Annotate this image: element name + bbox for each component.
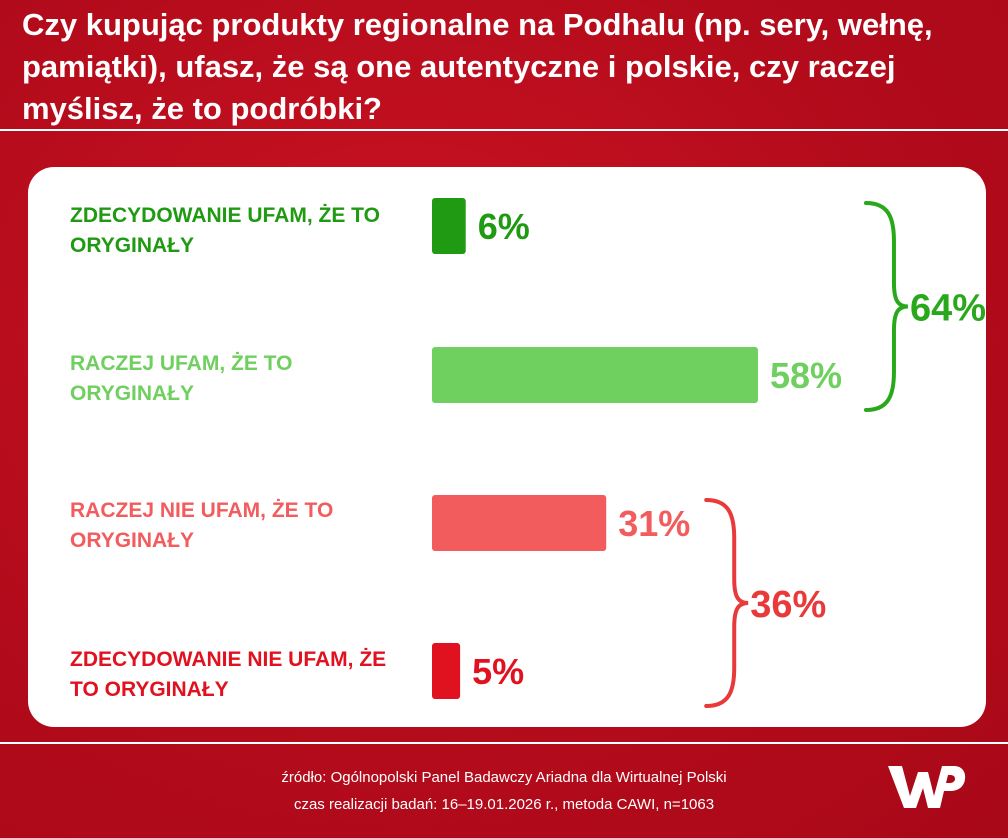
bar-2 <box>432 495 607 551</box>
group-brace-0 <box>863 201 909 412</box>
footer-source: źródło: Ogólnopolski Panel Badawczy Aria… <box>281 769 727 786</box>
chart-card <box>28 167 986 727</box>
group-brace-1 <box>704 498 749 708</box>
chart-title: Czy kupując produkty regionalne na Podha… <box>22 7 933 126</box>
bar-1 <box>432 347 758 403</box>
group-total-label-1: 36% <box>750 584 826 626</box>
value-label-1: 58% <box>770 355 842 396</box>
value-label-3: 5% <box>472 651 524 692</box>
category-label-2: RACZEJ NIE UFAM, ŻE TO ORYGINAŁY <box>70 499 334 552</box>
bar-0 <box>432 198 466 254</box>
category-label-1: RACZEJ UFAM, ŻE TO ORYGINAŁY <box>70 352 293 405</box>
footer-divider <box>0 742 1008 744</box>
category-label-3: ZDECYDOWANIE NIE UFAM, ŻE TO ORYGINAŁY <box>70 648 387 701</box>
title-divider <box>0 129 1008 131</box>
value-label-0: 6% <box>478 206 530 247</box>
category-label-0: ZDECYDOWANIE UFAM, ŻE TO ORYGINAŁY <box>70 204 380 257</box>
bar-3 <box>432 643 461 699</box>
value-label-2: 31% <box>618 503 690 544</box>
footer-method: czas realizacji badań: 16–19.01.2026 r.,… <box>293 796 715 813</box>
wp-logo <box>882 762 966 817</box>
group-total-label-0: 64% <box>910 288 986 330</box>
